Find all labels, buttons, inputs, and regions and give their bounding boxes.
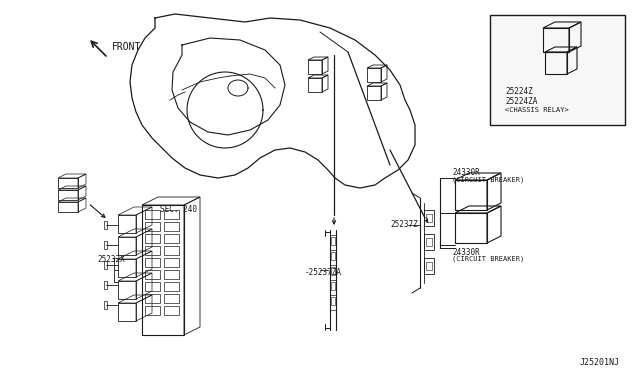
Bar (145, 234, 160, 243)
Bar (424, 258, 434, 274)
Bar (164, 222, 179, 231)
Bar (331, 282, 335, 290)
Bar (164, 282, 179, 291)
Bar (367, 68, 381, 82)
Bar (118, 259, 136, 277)
Bar (490, 15, 625, 125)
Bar (164, 270, 179, 279)
Bar (164, 246, 179, 255)
Bar (331, 297, 335, 305)
Bar (164, 234, 179, 243)
Bar (145, 258, 160, 267)
Text: 24330R: 24330R (452, 248, 480, 257)
Bar (308, 78, 322, 92)
Bar (58, 202, 78, 212)
Bar (118, 281, 136, 299)
Bar (164, 258, 179, 267)
Bar (145, 306, 160, 315)
Text: 25224Z: 25224Z (505, 87, 532, 96)
Bar (58, 190, 78, 200)
Bar (104, 301, 107, 309)
Bar (308, 60, 322, 74)
Bar (424, 210, 434, 226)
Bar (426, 262, 432, 270)
Text: (CIRCUIT BREAKER): (CIRCUIT BREAKER) (452, 176, 524, 183)
Text: 24330R: 24330R (452, 168, 480, 177)
Bar (104, 221, 107, 229)
Bar (145, 222, 160, 231)
Text: 25224ZA: 25224ZA (505, 97, 538, 106)
Text: 25237Z: 25237Z (390, 220, 418, 229)
Bar (145, 210, 160, 219)
Bar (118, 237, 136, 255)
Bar (118, 303, 136, 321)
Bar (424, 234, 434, 250)
Bar (104, 281, 107, 289)
Text: 25232X: 25232X (97, 255, 125, 264)
Text: FRONT: FRONT (112, 42, 141, 52)
Bar (164, 294, 179, 303)
Text: (CIRCUIT BREAKER): (CIRCUIT BREAKER) (452, 256, 524, 263)
Text: <CHASSIS RELAY>: <CHASSIS RELAY> (505, 107, 569, 113)
Bar (58, 178, 78, 188)
Text: J25201NJ: J25201NJ (580, 358, 620, 367)
Bar (145, 282, 160, 291)
Bar (118, 215, 136, 233)
Bar (426, 238, 432, 246)
Bar (145, 270, 160, 279)
Bar (104, 241, 107, 249)
Bar (142, 205, 184, 335)
Bar (145, 246, 160, 255)
Bar (164, 210, 179, 219)
Bar (104, 261, 107, 269)
Bar (145, 294, 160, 303)
Bar (367, 86, 381, 100)
Text: -25237ZA: -25237ZA (305, 268, 342, 277)
Bar (164, 306, 179, 315)
Bar (331, 252, 335, 260)
Bar (331, 237, 335, 245)
Bar (331, 267, 335, 275)
Text: SEC. 240: SEC. 240 (160, 205, 197, 214)
Bar (426, 214, 432, 222)
